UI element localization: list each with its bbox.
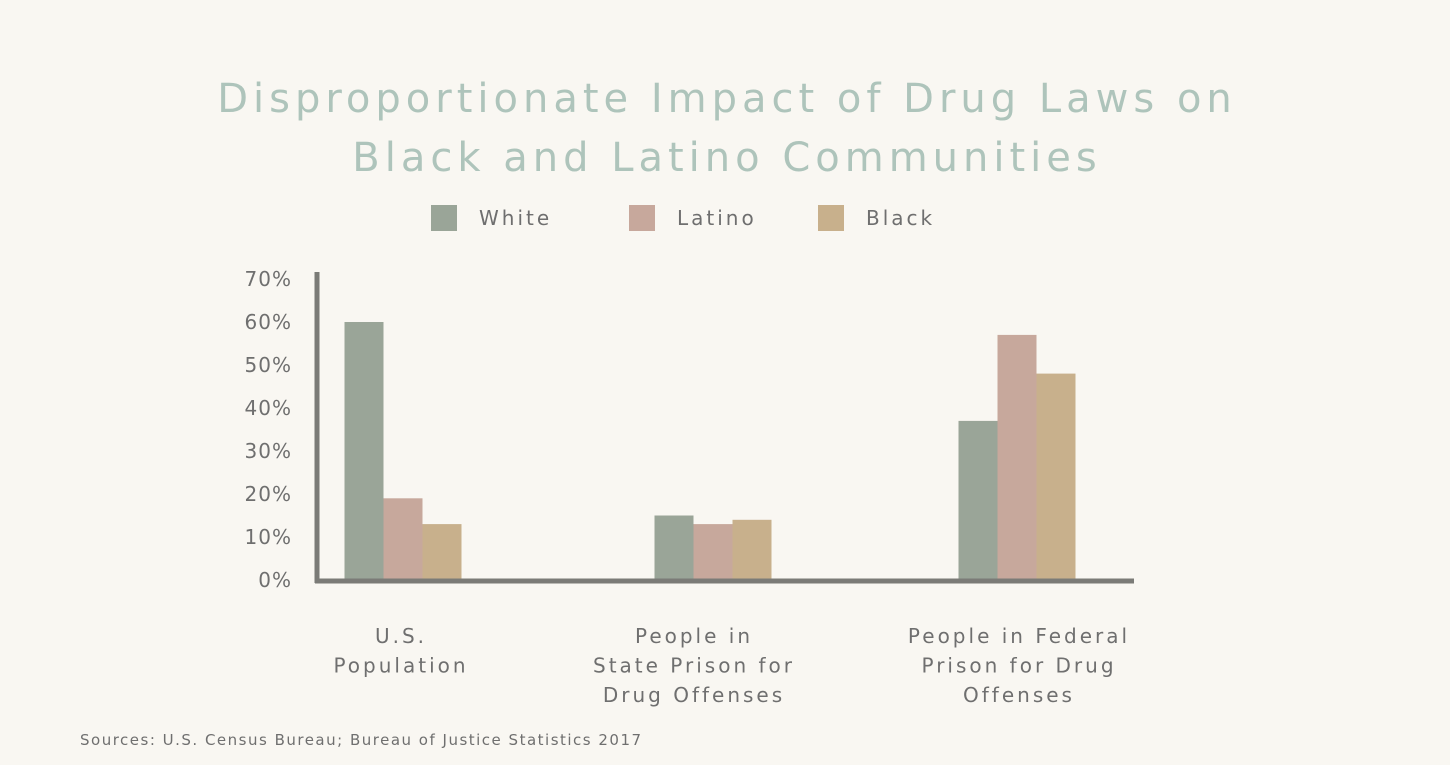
axes <box>314 272 1134 584</box>
y-tick-label: 0% <box>258 568 292 592</box>
source-note: Sources: U.S. Census Bureau; Bureau of J… <box>80 731 643 749</box>
x-category-label: U.S. <box>375 624 427 648</box>
legend-swatch-white <box>431 205 457 231</box>
y-tick-label: 50% <box>245 353 292 377</box>
chart-title-line-2: Black and Latino Communities <box>352 135 1101 181</box>
bar-white <box>344 322 384 580</box>
y-tick-label: 10% <box>245 525 292 549</box>
bar-black <box>422 524 462 580</box>
bar-black <box>1036 373 1076 580</box>
bars <box>344 322 1076 580</box>
y-axis-ticks: 0% 10% 20% 30% 40% 50% 60% 70% <box>245 267 292 592</box>
x-category-label: Offenses <box>963 683 1075 707</box>
legend: White Latino Black <box>431 205 935 231</box>
y-tick-label: 60% <box>245 310 292 334</box>
legend-label-latino: Latino <box>677 206 757 230</box>
bar-latino <box>997 334 1037 580</box>
y-tick-label: 40% <box>245 396 292 420</box>
bar-white <box>958 420 998 580</box>
bar-black <box>732 519 772 580</box>
x-category-label: People in Federal <box>908 624 1130 648</box>
x-category-label: Population <box>333 654 468 678</box>
x-axis-labels: U.S. Population People in State Prison for D… <box>333 624 1130 707</box>
x-category-label: Drug Offenses <box>603 683 785 707</box>
chart-title-line-1: Disproportionate Impact of Drug Laws on <box>217 76 1237 122</box>
bar-latino <box>693 524 733 580</box>
x-category-label: People in <box>635 624 753 648</box>
legend-swatch-latino <box>629 205 655 231</box>
x-category-label: State Prison for <box>593 654 795 678</box>
y-tick-label: 20% <box>245 482 292 506</box>
legend-swatch-black <box>818 205 844 231</box>
y-tick-label: 70% <box>245 267 292 291</box>
legend-label-white: White <box>479 206 552 230</box>
bar-latino <box>383 498 423 580</box>
bar-white <box>654 515 694 580</box>
y-tick-label: 30% <box>245 439 292 463</box>
x-category-label: Prison for Drug <box>921 654 1116 678</box>
legend-label-black: Black <box>866 206 935 230</box>
